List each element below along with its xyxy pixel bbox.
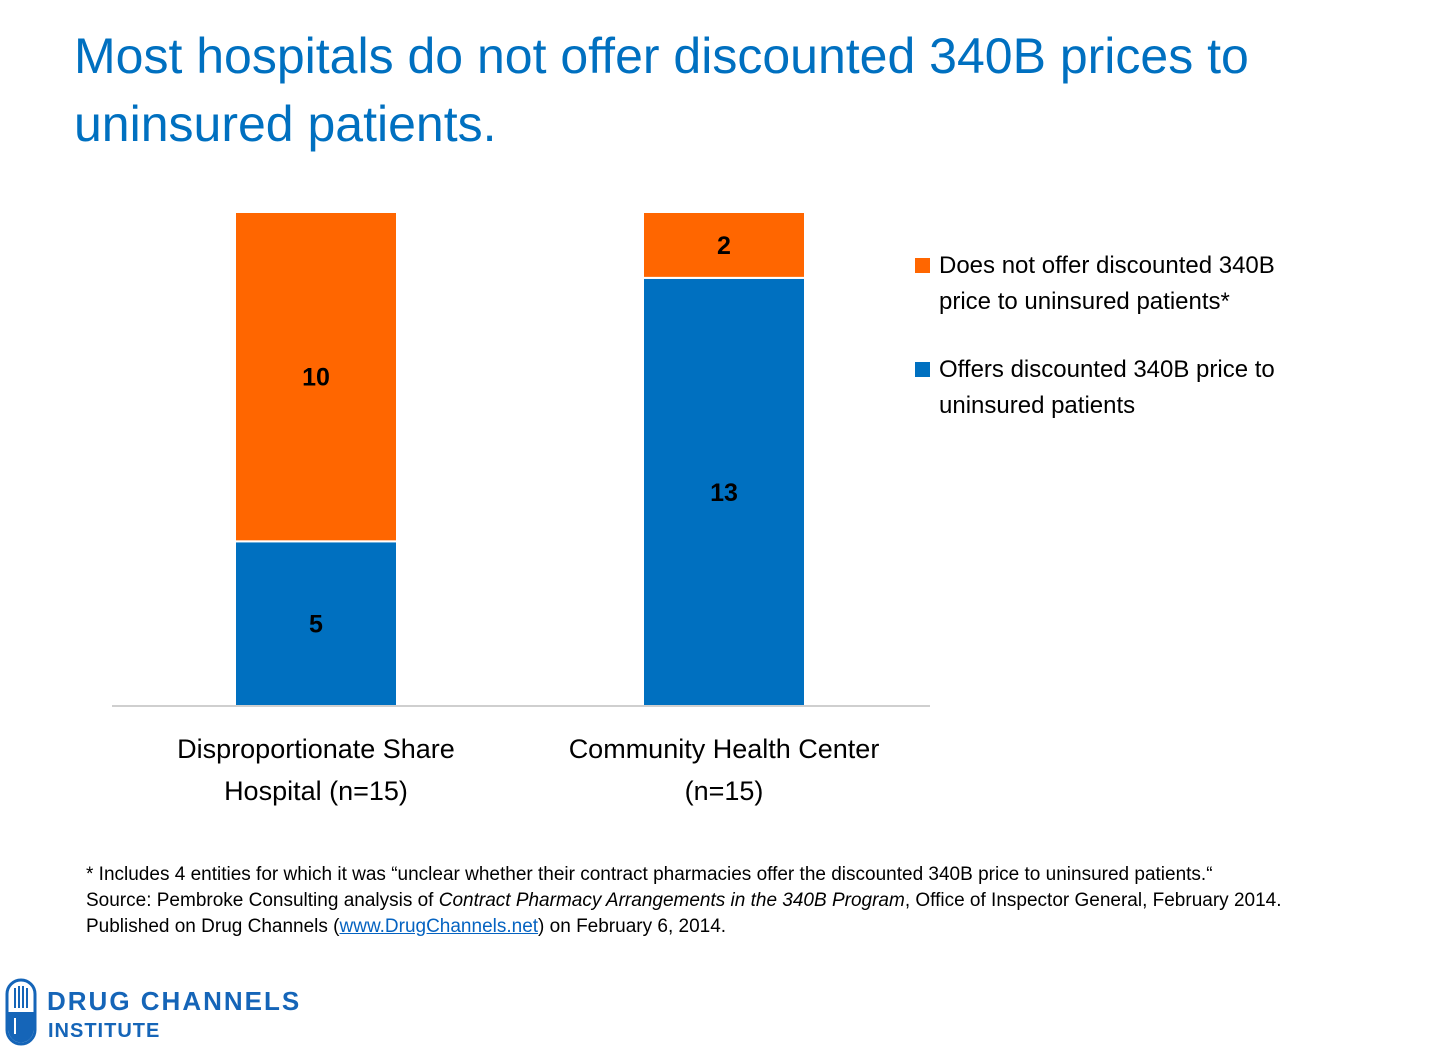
data-label: 13 [710, 479, 738, 507]
bar-segment [642, 276, 806, 707]
legend-label: price to uninsured patients* [939, 288, 1230, 315]
data-label: 2 [717, 232, 731, 260]
legend-swatch-orange [915, 258, 930, 273]
legend: Does not offer discounted 340B price to … [915, 248, 1395, 456]
published-suffix: ) on February 6, 2014. [538, 916, 727, 937]
legend-label: Does not offer discounted 340B [939, 252, 1275, 279]
bar-segment [234, 211, 398, 543]
legend-label: uninsured patients [939, 392, 1136, 419]
source-suffix: , Office of Inspector General, February … [904, 890, 1282, 911]
legend-label: Offers discounted 340B price to [939, 356, 1275, 383]
source-title: Contract Pharmacy Arrangements in the 34… [438, 890, 905, 911]
bars-group [234, 211, 806, 707]
labels-group: 5 10 Disproportionate Share Hospital (n=15)… [177, 232, 879, 806]
footnote-published: Published on Drug Channels (www.DrugChan… [86, 914, 1426, 940]
category-label: Community Health Center [569, 734, 880, 764]
published-prefix: Published on Drug Channels ( [86, 916, 340, 937]
legend-item-offers: Offers discounted 340B price to uninsure… [915, 352, 1395, 424]
footnote-source: Source: Pembroke Consulting analysis of … [86, 888, 1426, 914]
logo-text-drug-channels: DRUG CHANNELS [47, 986, 302, 1016]
legend-swatch-blue [915, 362, 930, 377]
pill-logo-icon [5, 978, 37, 1046]
bar-segment [642, 211, 806, 279]
category-label: Hospital (n=15) [224, 776, 408, 806]
source-prefix: Source: Pembroke Consulting analysis of [86, 890, 439, 911]
logo-text-institute: INSTITUTE [48, 1020, 161, 1042]
category-label: (n=15) [685, 776, 764, 806]
data-label: 5 [309, 611, 323, 639]
data-label: 10 [302, 364, 330, 392]
footnote: * Includes 4 entities for which it was “… [86, 862, 1426, 940]
drug-channels-logo: DRUG CHANNELS INSTITUTE [0, 978, 360, 1048]
chart-title: Most hospitals do not offer discounted 3… [74, 28, 1249, 152]
drugchannels-link[interactable]: www.DrugChannels.net [339, 916, 539, 937]
category-label: Disproportionate Share [177, 734, 455, 764]
legend-item-does-not-offer: Does not offer discounted 340B price to … [915, 248, 1395, 320]
footnote-note: * Includes 4 entities for which it was “… [86, 864, 1213, 885]
